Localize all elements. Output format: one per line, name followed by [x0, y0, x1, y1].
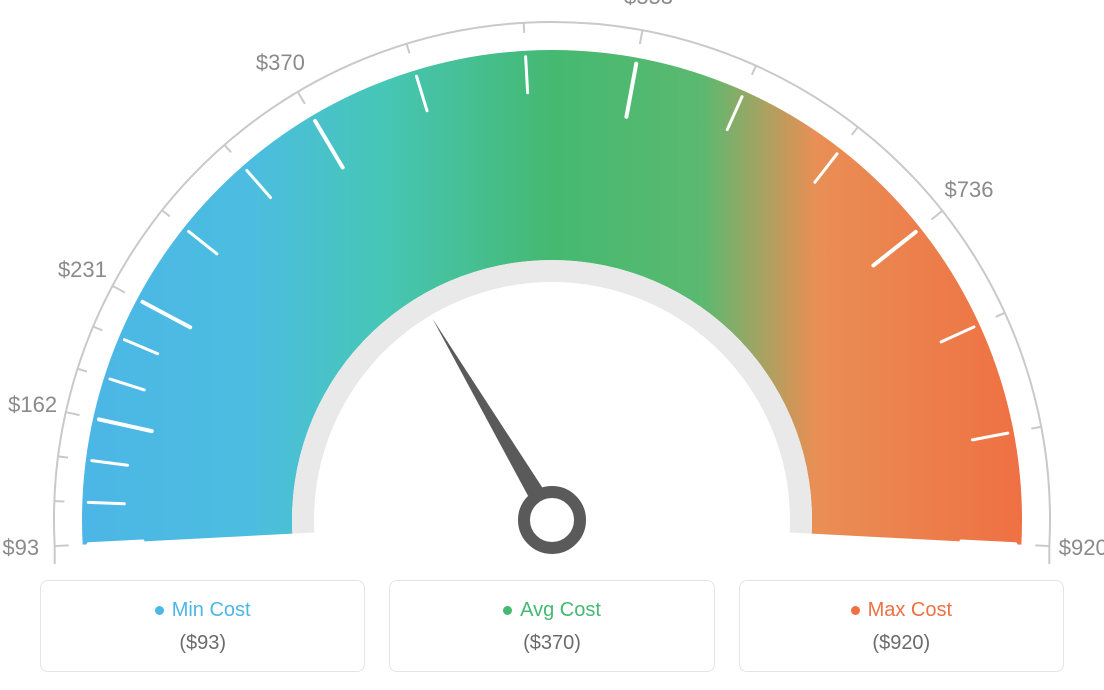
gauge-tick-label: $162: [8, 392, 57, 418]
legend-card-min: Min Cost ($93): [40, 580, 365, 672]
gauge-tick-label: $231: [58, 257, 107, 283]
legend-title-text: Max Cost: [868, 599, 952, 622]
legend-card-avg: Avg Cost ($370): [389, 580, 714, 672]
legend-value-min: ($93): [51, 632, 354, 655]
gauge-svg: [0, 0, 1104, 570]
dot-icon: [155, 606, 164, 615]
legend-title-avg: Avg Cost: [503, 599, 601, 622]
legend-title-text: Avg Cost: [520, 599, 601, 622]
legend-value-avg: ($370): [400, 632, 703, 655]
gauge-tick-label: $920: [1059, 535, 1104, 561]
dot-icon: [503, 606, 512, 615]
gauge-tick-label: $736: [945, 177, 994, 203]
legend-title-min: Min Cost: [155, 599, 251, 622]
legend-row: Min Cost ($93) Avg Cost ($370) Max Cost …: [40, 580, 1064, 672]
legend-title-text: Min Cost: [172, 599, 251, 622]
cost-gauge: $93 $162 $231 $370 $553 $736 $920: [0, 0, 1104, 570]
legend-value-max: ($920): [750, 632, 1053, 655]
dot-icon: [851, 606, 860, 615]
gauge-tick-label: $370: [256, 50, 305, 76]
legend-card-max: Max Cost ($920): [739, 580, 1064, 672]
gauge-tick-label: $93: [2, 535, 39, 561]
gauge-tick-label: $553: [624, 0, 673, 10]
legend-title-max: Max Cost: [851, 599, 952, 622]
